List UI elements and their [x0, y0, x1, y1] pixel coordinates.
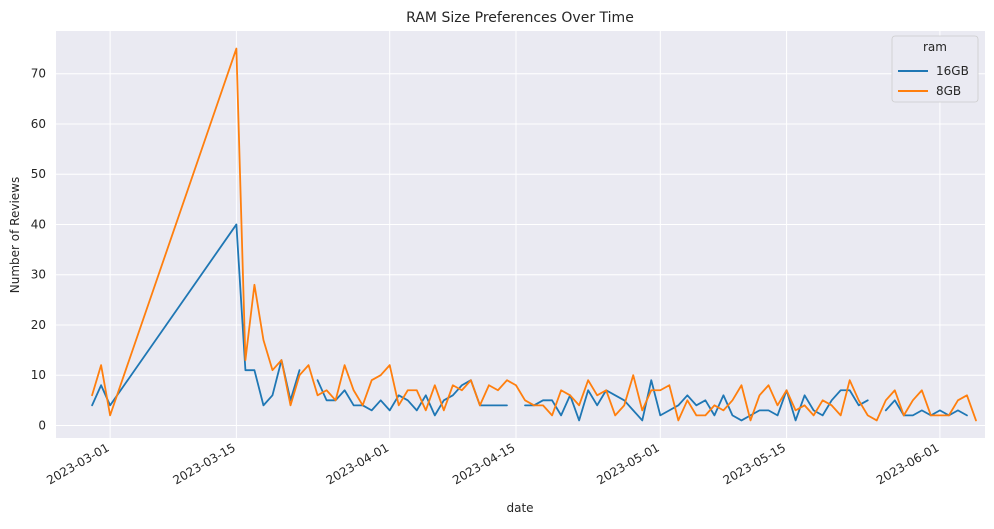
legend-label-8gb: 8GB	[936, 84, 961, 98]
plot-area	[56, 31, 985, 438]
y-axis-label: Number of Reviews	[8, 177, 22, 293]
series-line-16gb	[524, 379, 869, 422]
y-tick-label: 70	[31, 67, 46, 81]
chart-title: RAM Size Preferences Over Time	[406, 10, 634, 26]
y-tick-label: 20	[31, 318, 46, 332]
y-tick-label: 50	[31, 167, 46, 181]
series-lines	[91, 47, 977, 422]
series-line-8gb	[91, 47, 977, 422]
series-line-16gb	[884, 399, 968, 417]
legend-title: ram	[923, 40, 947, 54]
y-tick-label: 0	[38, 418, 46, 432]
x-axis-label: date	[506, 501, 533, 515]
legend: ram 16GB 8GB	[891, 35, 979, 103]
y-tick-label: 30	[31, 268, 46, 282]
legend-label-16gb: 16GB	[936, 64, 969, 78]
series-8gb	[91, 47, 977, 422]
y-tick-label: 60	[31, 117, 46, 131]
y-axis-ticks: 0 10 20 30 40 50 60 70	[31, 67, 46, 433]
y-tick-label: 40	[31, 217, 46, 231]
legend-box	[891, 35, 979, 103]
y-tick-label: 10	[31, 368, 46, 382]
